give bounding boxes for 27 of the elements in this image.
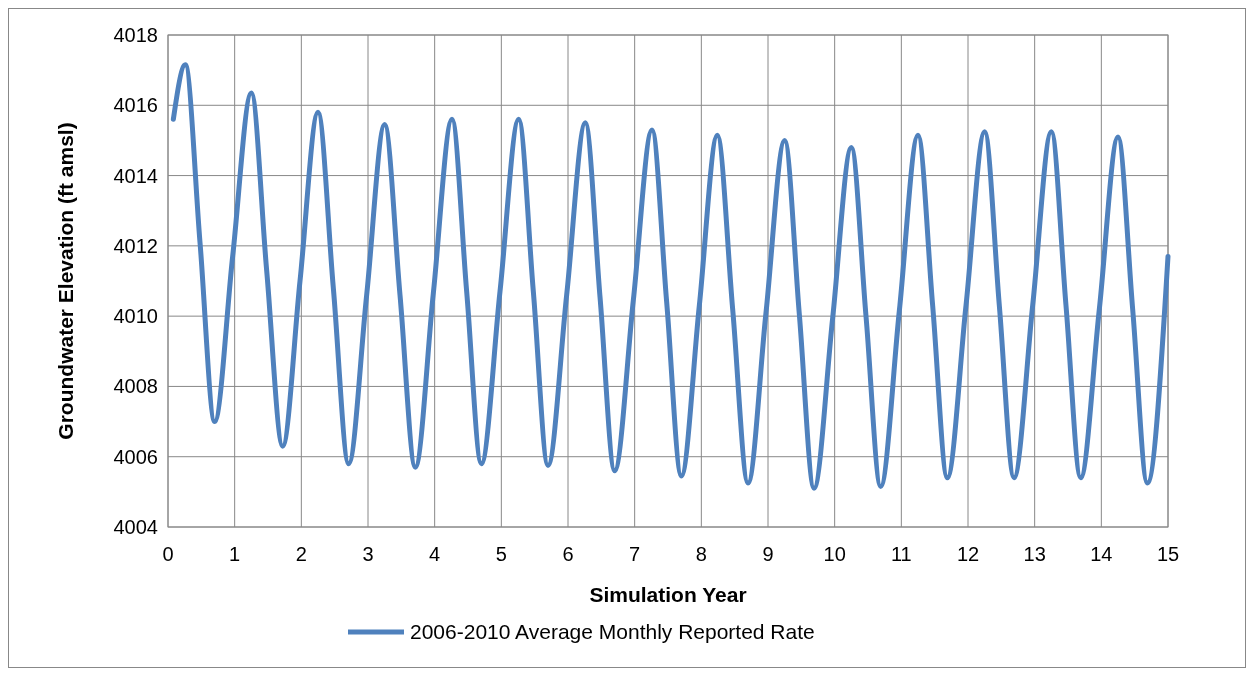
x-tick-label: 1 bbox=[229, 543, 241, 565]
x-tick-label: 7 bbox=[629, 543, 641, 565]
x-tick-label: 4 bbox=[429, 543, 441, 565]
legend-label: 2006-2010 Average Monthly Reported Rate bbox=[410, 620, 815, 644]
x-tick-label: 5 bbox=[495, 543, 507, 565]
x-tick-label: 0 bbox=[162, 543, 174, 565]
x-tick-label: 9 bbox=[762, 543, 774, 565]
y-tick-label: 4016 bbox=[113, 94, 158, 117]
y-tick-label: 4004 bbox=[113, 516, 158, 538]
x-tick-label: 13 bbox=[1023, 543, 1046, 565]
x-axis-title: Simulation Year bbox=[589, 583, 747, 606]
x-tick-label: 3 bbox=[362, 543, 374, 565]
y-tick-label: 4010 bbox=[113, 305, 158, 328]
y-tick-label: 4018 bbox=[113, 24, 158, 46]
y-tick-label: 4012 bbox=[113, 234, 158, 257]
x-tick-label: 12 bbox=[956, 543, 980, 565]
x-tick-label: 11 bbox=[890, 543, 912, 565]
y-tick-label: 4006 bbox=[113, 445, 158, 468]
x-tick-label: 6 bbox=[562, 543, 574, 565]
x-tick-label: 15 bbox=[1156, 543, 1180, 565]
y-tick-label: 4008 bbox=[113, 375, 158, 398]
x-tick-label: 2 bbox=[295, 543, 307, 565]
x-tick-label: 8 bbox=[695, 543, 707, 565]
y-axis-title: Groundwater Elevation (ft amsl) bbox=[54, 122, 77, 440]
x-tick-label: 14 bbox=[1090, 543, 1113, 565]
x-tick-label: 10 bbox=[823, 543, 846, 565]
y-tick-label: 4014 bbox=[113, 164, 158, 187]
